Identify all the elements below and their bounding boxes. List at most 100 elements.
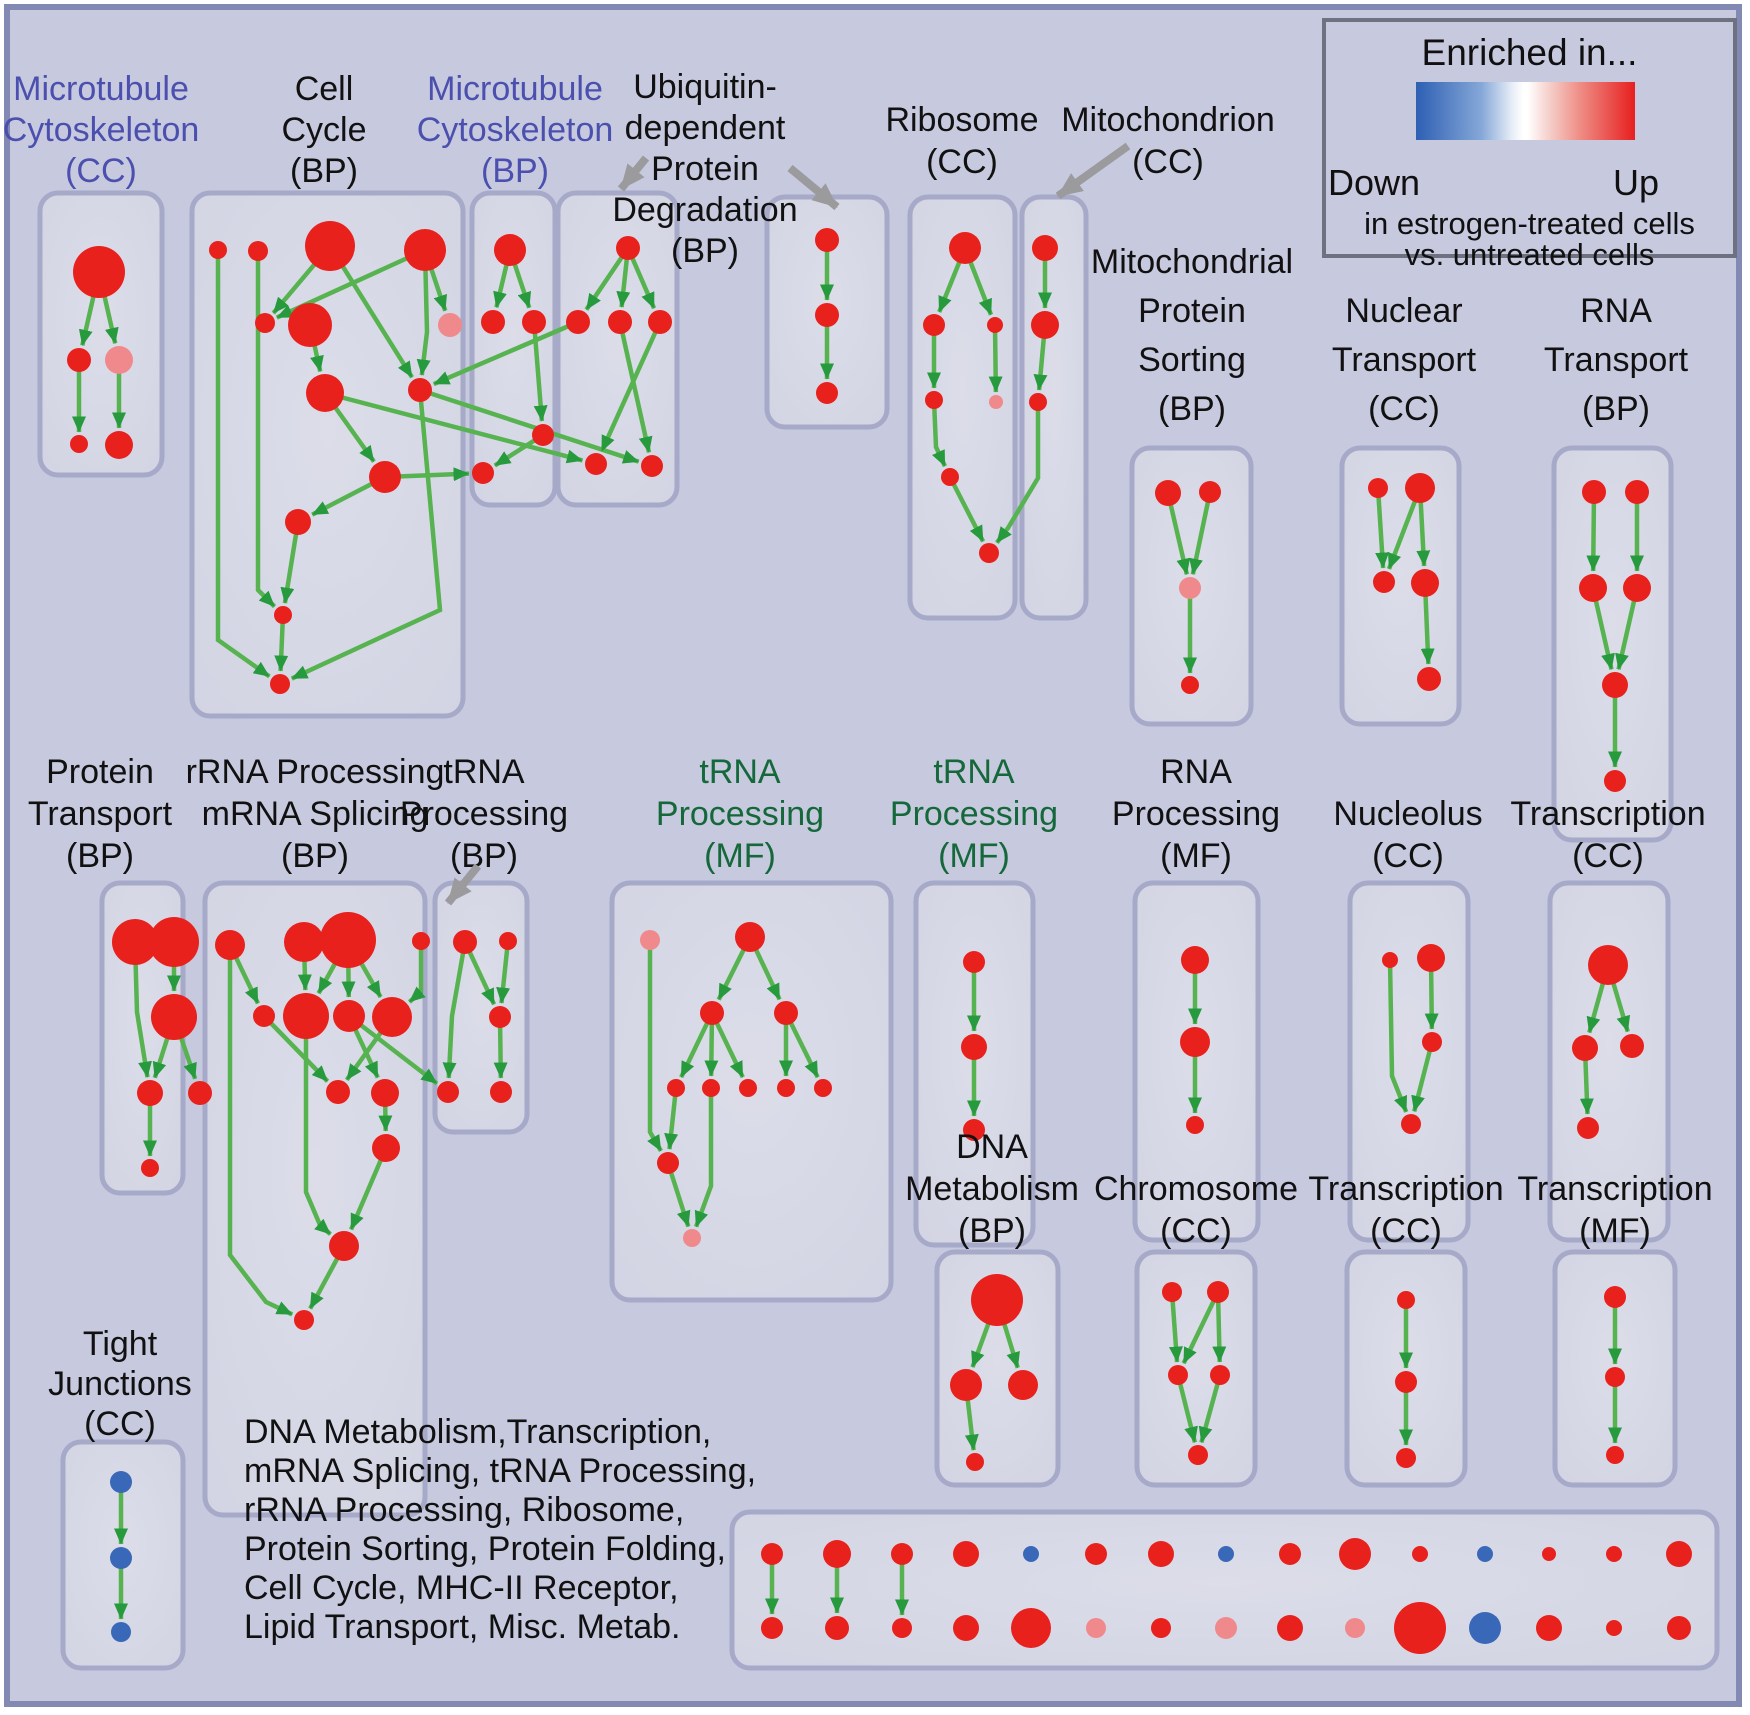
label-dna-line-2: (BP) [958,1212,1026,1250]
node-ribo-mid [941,468,959,486]
label-ptrans-line-0: Protein [46,753,154,791]
node-nucl-big [1417,944,1445,972]
node-tbp-a [453,930,477,954]
misc-text-line-5: Lipid Transport, Misc. Metab. [244,1608,681,1646]
legend-down-label: Down [1327,162,1421,203]
node-wide-t6 [1148,1541,1174,1567]
edge-tmfb.pk-tmfb.g [647,940,663,1153]
node-msort-pk [1179,577,1201,599]
node-ubl-b [608,310,632,334]
label-rrna-line-1: mRNA Splicing [202,795,429,833]
edge-cell.i-cell.l [290,389,443,681]
label-mito-line-1: (CC) [1132,143,1204,181]
node-wide-b6 [1151,1618,1171,1638]
label-mtcc-line-2: (CC) [65,152,137,190]
label-rpmf-line-2: (MF) [1160,837,1232,875]
label-nucl-line-0: Nucleolus [1333,795,1482,833]
label-tmfb-line-2: (MF) [704,837,776,875]
edge-rrna.s3-tbp.u [347,1014,439,1086]
node-tbp-vv [490,1081,512,1103]
node-dna-b [966,1453,984,1471]
label-ub-line-0: Ubiquitin- [633,68,777,106]
node-tcc1-L [1572,1035,1598,1061]
edge-nucl.s-nucl.b [1387,959,1409,1113]
node-rtrans-t2 [1625,480,1649,504]
edge-tmfb.g-tmfb.pk2 [665,1162,691,1228]
legend-caption-line2: vs. untreated cells [1404,237,1655,272]
label-ub-line-1: dependent [625,109,786,147]
edge-tmfb.f2-tmfb.pk2 [694,1088,714,1228]
node-ribo-cR [987,317,1003,333]
node-mtbp-R [522,310,546,334]
node-msort-b [1181,676,1199,694]
node-rrna-z [294,1310,314,1330]
node-wide-t14 [1666,1541,1692,1567]
label-rpmf-line-1: Processing [1112,795,1280,833]
label-tcc2-line-0: Transcription [1308,1170,1503,1208]
label-chrom-line-0: Chromosome [1094,1170,1298,1208]
node-ribo-cL [923,314,945,336]
label-tmfb-line-0: tRNA [699,753,781,791]
node-ptrans-A [112,919,158,965]
label-pointer-arrow-1 [787,164,840,211]
cluster-box-tcc2 [1344,1249,1468,1488]
cluster-box-cell [189,190,466,719]
cluster-box-tcc1 [1547,880,1671,1243]
label-mtbp-line-0: Microtubule [427,70,603,108]
node-tmfb-f5 [814,1079,832,1097]
node-mtbp-lo2 [472,462,494,484]
label-cell-line-1: Cycle [281,111,366,149]
node-msort-t1 [1155,480,1181,506]
label-mtbp-line-2: (BP) [481,152,549,190]
edge-cell.d-cell.i [416,249,431,376]
node-wide-b5 [1086,1618,1106,1638]
node-tmfb-pk [640,930,660,950]
label-rtrans-line-1: Transport [1544,341,1689,379]
label-tcc2-line-1: (CC) [1370,1212,1442,1250]
node-tcc2-n3 [1396,1448,1416,1468]
label-rpmf-line-0: RNA [1160,753,1232,791]
node-ubl-top [616,236,640,260]
node-dna-L [950,1369,982,1401]
edge-ptrans.A-ptrans.D [132,941,152,1078]
edge-ribo.cL2-ribo.mid [931,399,947,468]
node-wide-b14 [1667,1616,1691,1640]
node-chrom-t1 [1162,1282,1182,1302]
node-dna-big [971,1274,1023,1326]
node-wide-b0 [761,1617,783,1639]
node-ribo-cL2 [925,391,943,409]
label-msort-line-0: Mitochondrial [1091,243,1293,281]
node-mito-lo [1029,393,1047,411]
node-tmfb-pk2 [683,1229,701,1247]
node-tmfb-g [657,1152,679,1174]
label-tcc1-line-1: (CC) [1572,837,1644,875]
label-mtbp-line-1: Cytoskeleton [417,111,614,149]
cluster-box-chrom [1134,1249,1258,1488]
node-rtrans-m1 [1579,574,1607,602]
node-tmf2-n2 [1605,1367,1625,1387]
node-chrom-t2 [1207,1281,1229,1303]
edge-ubl.a-cell.i [432,319,579,387]
node-chrom-m1 [1168,1365,1188,1385]
node-rtrans-c [1602,672,1628,698]
edge-rtrans.t1-rtrans.m1 [1586,491,1601,572]
node-tbp-u [437,1081,459,1103]
edge-ribo.mid-ribo.bot [947,475,986,543]
cluster-box-dna [934,1249,1061,1488]
edge-nucl.m-nucl.b [1411,1041,1435,1112]
label-mito-line-0: Mitochondrion [1061,101,1275,139]
node-wide-b8 [1277,1615,1303,1641]
node-tcc2-n2 [1395,1371,1417,1393]
label-rrna-line-2: (BP) [281,837,349,875]
node-wide-t9 [1339,1538,1371,1570]
node-chrom-m2 [1210,1365,1230,1385]
edge-mito.lo-ribo.bot [995,402,1041,545]
label-tcc1-line-0: Transcription [1510,795,1705,833]
label-tmfs-line-2: (MF) [938,837,1010,875]
node-rrna-t2 [284,922,324,962]
node-wide-t0 [761,1543,783,1565]
node-dna-R [1008,1370,1038,1400]
label-ntrans-line-2: (CC) [1368,390,1440,428]
node-tmfs-n3 [963,1119,985,1141]
